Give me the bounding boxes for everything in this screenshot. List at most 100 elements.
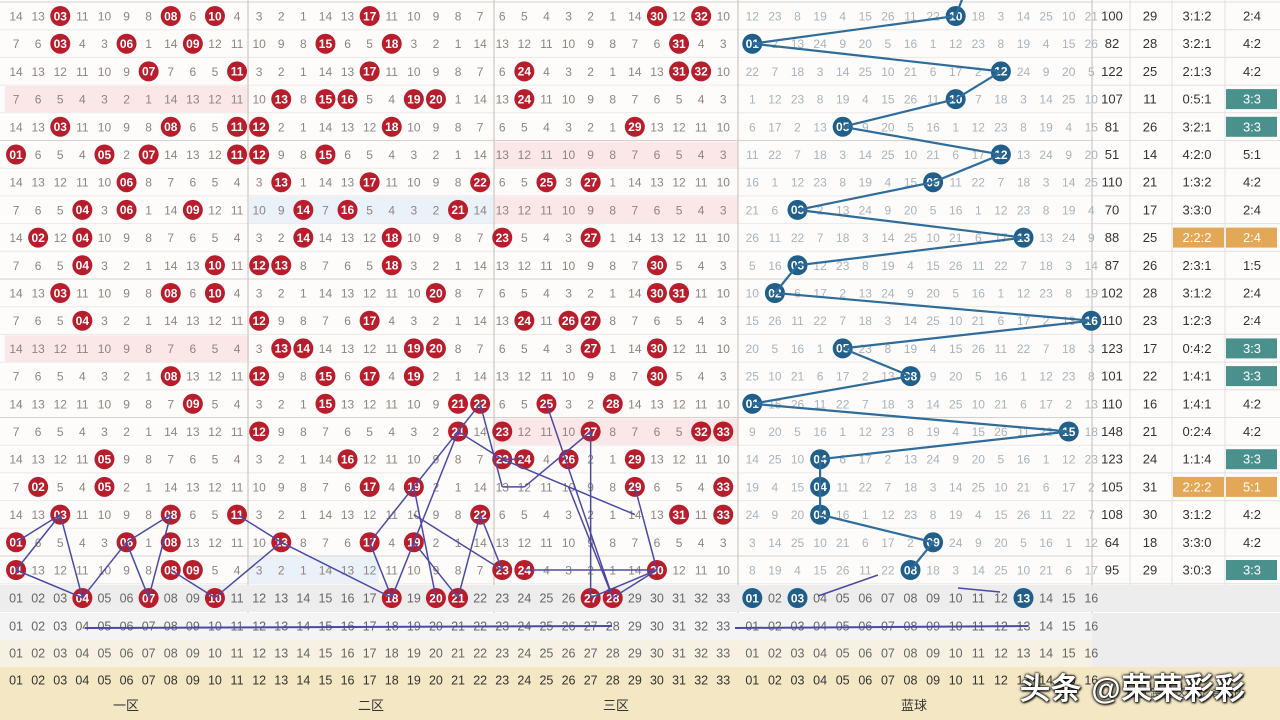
blue-ball-number: 02 [768,286,782,300]
select-number: 25 [539,592,553,606]
blue-ball-number: 05 [836,342,850,356]
miss-value: 9 [930,370,937,384]
miss-value: 6 [344,37,351,51]
red-ball-number: 15 [319,148,333,162]
red-ball [50,33,71,54]
stat-value: 2:4 [1243,202,1261,217]
miss-value: 1 [145,480,152,494]
miss-value: 1 [772,176,779,190]
miss-value: 7 [167,342,174,356]
miss-value: 4 [543,10,550,24]
miss-value: 13 [31,176,45,190]
select-number: 33 [716,592,730,606]
miss-value: 12 [363,508,377,522]
miss-value: 18 [881,397,895,411]
miss-value: 2 [278,10,285,24]
miss-value: 4 [388,480,395,494]
miss-value: 5 [676,480,683,494]
miss-value: 1 [145,370,152,384]
miss-value: 14 [319,231,333,245]
select-number: 02 [31,592,45,606]
miss-value: 1 [300,508,307,522]
miss-value: 2 [975,65,982,79]
red-ball [116,199,137,220]
select-number: 01 [745,647,759,661]
miss-value: 12 [208,314,222,328]
stat-value: 123 [1101,341,1123,356]
select-number: 11 [972,620,985,634]
red-ball-number: 33 [717,425,731,439]
miss-value: 17 [1017,314,1031,328]
miss-value: 7 [322,259,329,273]
miss-value: 9 [587,536,594,550]
miss-value: 24 [1017,65,1031,79]
miss-value: 13 [341,287,355,301]
red-ball [271,338,292,359]
miss-value: 14 [319,453,333,467]
red-ball [72,227,93,248]
miss-value: 1 [862,508,869,522]
red-ball [425,283,446,303]
stat-value: 14 [1143,147,1157,162]
miss-value: 14 [473,314,487,328]
miss-value: 4 [1043,37,1050,51]
selected-blue-number: 01 [746,591,760,605]
miss-value: 8 [455,453,462,467]
miss-value: 7 [632,370,639,384]
red-ball-number: 01 [9,563,23,577]
red-ball [116,172,137,193]
miss-value: 7 [975,93,982,107]
select-number: 14 [1039,592,1053,606]
miss-value: 6 [190,176,197,190]
miss-value: 14 [164,259,178,273]
selected-red-number: 20 [429,591,443,605]
select-number: 03 [791,674,805,688]
miss-value: 5 [366,203,373,217]
miss-value: 5 [676,203,683,217]
miss-value: 23 [813,176,827,190]
red-ball-number: 08 [164,536,178,550]
select-number: 26 [562,620,576,634]
select-number: 02 [31,674,45,688]
miss-value: 13 [186,425,200,439]
miss-value: 6 [817,370,824,384]
miss-value: 1 [817,342,824,356]
stat-value: 23 [1143,313,1157,328]
miss-value: 12 [54,231,68,245]
selection-row-bg [1092,667,1280,694]
miss-value: 25 [972,480,986,494]
miss-value: 2 [587,397,594,411]
miss-value: 4 [388,93,395,107]
miss-value: 1 [609,65,616,79]
miss-value: 3 [817,65,824,79]
miss-value: 12 [363,287,377,301]
miss-value: 21 [1085,10,1099,24]
miss-value: 10 [1062,10,1076,24]
miss-value: 14 [319,120,333,134]
red-ball [293,199,314,220]
miss-value: 6 [749,120,756,134]
red-ball-number: 09 [186,563,200,577]
select-number: 15 [318,620,332,634]
select-number: 02 [768,620,782,634]
red-ball-number: 09 [186,397,200,411]
miss-value: 8 [1043,203,1050,217]
select-number: 31 [672,592,686,606]
select-number: 16 [1084,620,1098,634]
miss-value: 12 [54,453,68,467]
miss-value: 1 [839,425,846,439]
select-number: 04 [813,592,827,606]
stat-value: 29 [1143,9,1157,24]
miss-value: 7 [632,425,639,439]
miss-value: 16 [1039,536,1053,550]
select-number: 13 [274,674,288,688]
red-ball [425,89,446,110]
miss-value: 12 [518,480,532,494]
stat-value: 123 [1101,452,1123,467]
red-ball [669,33,690,54]
miss-value: 18 [904,480,918,494]
red-ball-number: 24 [518,65,532,79]
miss-value: 10 [562,480,576,494]
miss-value: 14 [926,397,940,411]
select-number: 08 [904,647,918,661]
